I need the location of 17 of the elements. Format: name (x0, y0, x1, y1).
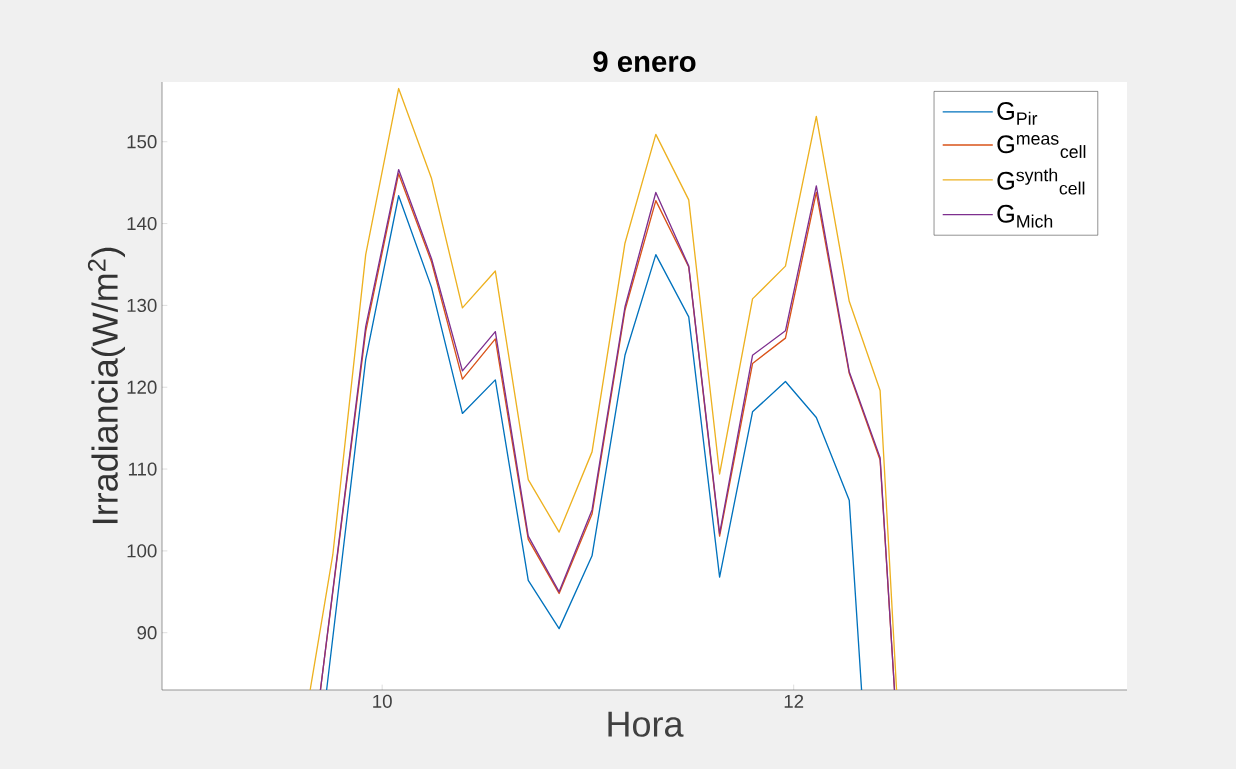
x-axis-title: Hora (608, 711, 684, 737)
legend-label: G$_{Mich}$ (997, 204, 1053, 228)
y-tick-label: 120 (127, 380, 157, 394)
x-tick-label: 12 (784, 694, 804, 708)
x-tick-label: 10 (373, 694, 392, 708)
y-tick-label: 90 (137, 626, 157, 640)
y-tick-label: 150 (127, 135, 157, 149)
y-tick-label: 100 (127, 544, 157, 558)
y-tick-label: 130 (127, 298, 157, 313)
legend-label: G$^{synth}$cell (997, 168, 1085, 195)
legend-label: G$_{Pir}$ (997, 102, 1038, 125)
y-tick-label: 110 (128, 462, 157, 476)
y-axis-title: Irradiancia(W/m$^{2}$) (87, 247, 126, 524)
chart-title: 9 enero (593, 51, 696, 72)
y-tick-label: 140 (127, 216, 157, 231)
line-series (309, 87, 898, 690)
legend-label: G$^{meas}$cell (997, 135, 1086, 159)
